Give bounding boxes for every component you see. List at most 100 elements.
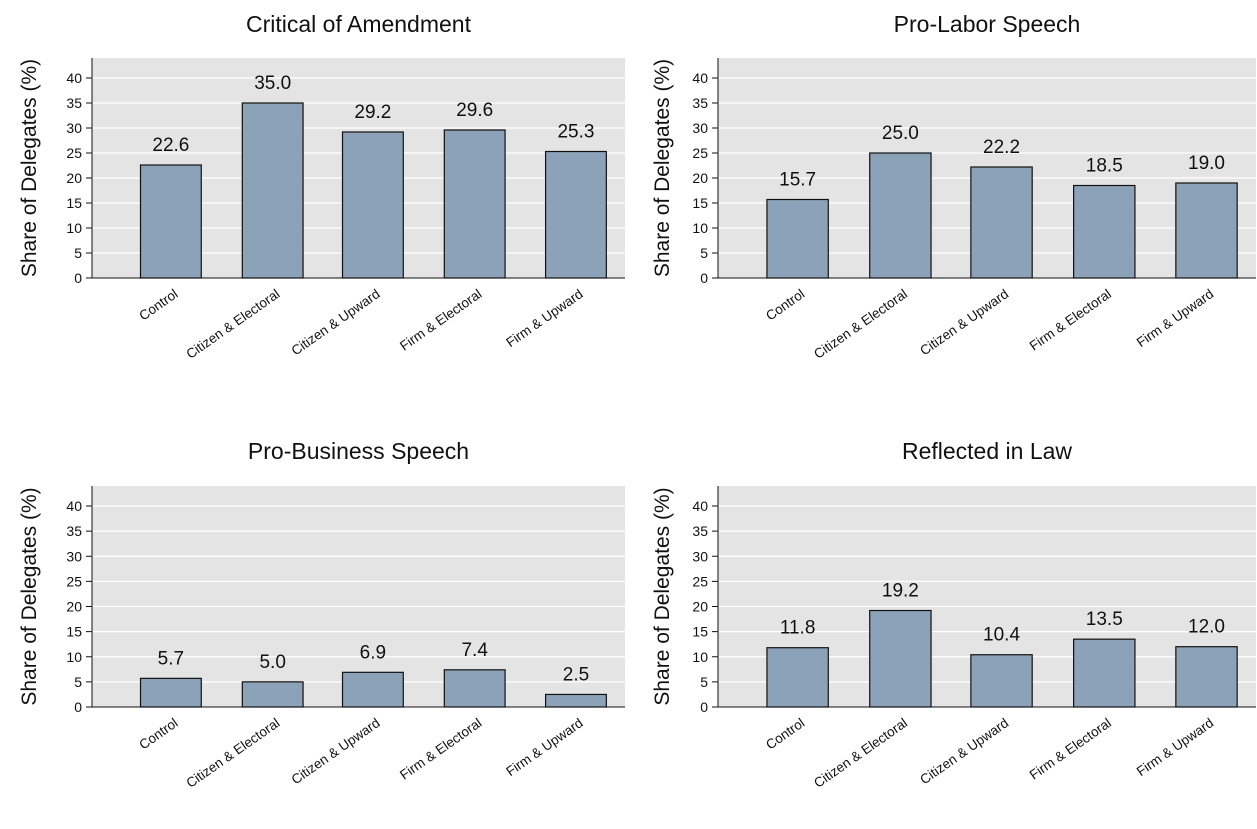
y-axis-label: Share of Delegates (%) [18,487,41,705]
y-tick-label: 15 [692,195,708,211]
y-tick-label: 5 [74,245,82,261]
y-tick-label: 35 [692,95,708,111]
x-tick-label: Citizen & Electoral [183,715,282,791]
bar-5 [1175,182,1238,279]
y-tick-label: 40 [692,70,708,86]
data-label: 22.6 [152,135,189,156]
x-tick-label: Citizen & Electoral [183,286,282,362]
y-tick-label: 10 [66,649,82,665]
chart-title: Pro-Labor Speech [894,11,1081,37]
bar-5 [1175,646,1238,708]
data-label: 11.8 [780,618,816,639]
bar-2 [241,681,304,708]
y-tick-label: 35 [66,523,82,539]
data-label: 15.7 [779,170,816,191]
data-label: 5.7 [158,648,184,669]
x-tick-label: Firm & Upward [503,286,585,350]
data-label: 29.2 [354,102,391,123]
bar-5 [544,150,607,279]
bar-5 [544,693,607,708]
y-tick-label: 40 [692,498,708,514]
y-tick-label: 0 [74,699,82,715]
y-tick-label: 25 [66,145,82,161]
y-tick-label: 30 [692,120,708,136]
data-label: 10.4 [983,625,1020,646]
y-tick-label: 25 [692,573,708,589]
x-tick-label: Citizen & Electoral [811,286,910,362]
data-label: 18.5 [1086,156,1123,177]
y-axis-label: Share of Delegates (%) [651,487,674,705]
bar-1 [139,677,202,708]
y-axis-label: Share of Delegates (%) [651,59,674,277]
bar-3 [341,131,404,279]
bar-1 [766,647,829,708]
x-tick-label: Firm & Electoral [1027,715,1114,782]
y-tick-label: 10 [66,220,82,236]
x-tick-label: Citizen & Upward [289,286,383,358]
y-tick-label: 5 [74,674,82,690]
x-tick-label: Firm & Electoral [397,286,484,353]
y-tick-label: 0 [700,699,708,715]
x-tick-label: Control [136,715,180,752]
data-label: 22.2 [983,137,1020,158]
y-tick-label: 35 [692,523,708,539]
data-label: 29.6 [456,100,493,121]
y-tick-label: 20 [66,170,82,186]
y-axis-label: Share of Delegates (%) [18,59,41,277]
bar-3 [970,654,1033,708]
chart-panel-2: 0 5 10 15 20 25 30 35 40 Pro-Labor Speech Share of… [651,11,1256,362]
data-label: 25.3 [557,122,594,143]
bar-1 [139,164,202,279]
bar-4 [443,669,506,708]
x-tick-label: Firm & Electoral [1027,286,1114,353]
y-tick-label: 5 [700,245,708,261]
bar-4 [443,129,506,279]
bar-3 [970,166,1033,279]
x-tick-label: Firm & Upward [1134,715,1216,779]
chart-panel-1: 0 5 10 15 20 25 30 35 40 Critical of Amendment Sha… [18,11,625,362]
bar-3 [341,671,404,708]
data-label: 13.5 [1086,609,1123,630]
y-tick-label: 20 [692,599,708,615]
bar-2 [869,152,932,279]
data-label: 7.4 [461,640,488,661]
x-tick-label: Citizen & Upward [917,286,1011,358]
y-tick-label: 15 [692,624,708,640]
y-tick-label: 0 [700,270,708,286]
bar-4 [1073,638,1136,708]
bar-2 [869,609,932,708]
data-label: 35.0 [254,73,291,94]
x-tick-label: Firm & Upward [503,715,585,779]
y-tick-label: 30 [692,548,708,564]
data-label: 25.0 [882,123,919,144]
x-tick-label: Control [763,286,807,323]
x-tick-label: Firm & Electoral [397,715,484,782]
bar-2 [241,102,304,279]
bar-1 [766,198,829,279]
y-tick-label: 20 [66,599,82,615]
y-tick-label: 25 [692,145,708,161]
data-label: 19.0 [1188,153,1225,174]
y-tick-label: 40 [66,70,82,86]
y-tick-label: 0 [74,270,82,286]
x-tick-label: Firm & Upward [1134,286,1216,350]
data-label: 5.0 [259,652,285,673]
y-tick-label: 10 [692,649,708,665]
y-tick-label: 10 [692,220,708,236]
y-tick-label: 15 [66,195,82,211]
data-label: 6.9 [360,642,386,663]
chart-title: Critical of Amendment [246,11,472,37]
chart-title: Reflected in Law [902,438,1072,464]
y-tick-label: 25 [66,573,82,589]
y-tick-label: 15 [66,624,82,640]
bar-4 [1073,184,1136,279]
y-tick-label: 5 [700,674,708,690]
y-tick-label: 35 [66,95,82,111]
data-label: 2.5 [563,664,589,685]
chart-panel-4: 0 5 10 15 20 25 30 35 40 Reflected in Law Share of… [651,438,1256,791]
chart-title: Pro-Business Speech [248,438,469,464]
x-tick-label: Control [136,286,180,323]
x-tick-label: Citizen & Electoral [811,715,910,791]
plot-background [92,486,625,707]
